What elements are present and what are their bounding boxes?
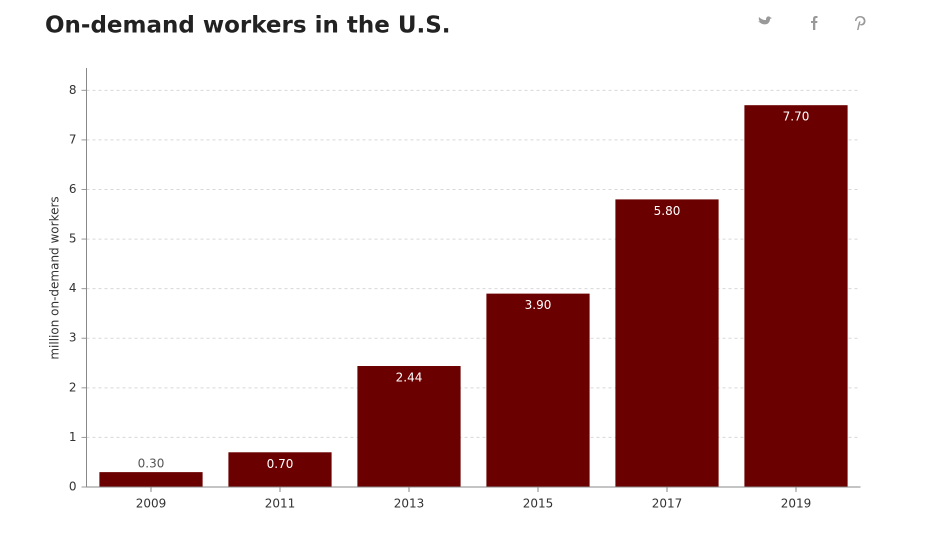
share-facebook[interactable] bbox=[811, 16, 818, 30]
y-tick-label: 2 bbox=[69, 380, 77, 394]
x-tick-label: 2015 bbox=[523, 497, 554, 511]
x-tick-label: 2017 bbox=[652, 497, 683, 511]
y-tick-label: 6 bbox=[69, 182, 77, 196]
y-tick-label: 5 bbox=[69, 232, 77, 246]
y-tick-label: 1 bbox=[69, 430, 77, 444]
bar bbox=[99, 472, 203, 487]
share-pinterest[interactable] bbox=[855, 16, 866, 30]
value-label: 0.70 bbox=[267, 457, 294, 471]
x-tick-label: 2013 bbox=[394, 497, 425, 511]
y-tick-label: 7 bbox=[69, 132, 77, 146]
y-tick-label: 3 bbox=[69, 331, 77, 345]
chart-title: On-demand workers in the U.S. bbox=[45, 13, 451, 39]
pinterest-icon[interactable] bbox=[855, 16, 866, 30]
x-tick-label: 2009 bbox=[136, 497, 167, 511]
bar bbox=[357, 366, 461, 487]
facebook-icon[interactable] bbox=[811, 16, 818, 30]
y-tick-label: 8 bbox=[69, 83, 77, 97]
bar bbox=[744, 105, 848, 488]
x-tick-label: 2011 bbox=[265, 497, 296, 511]
value-label: 2.44 bbox=[396, 371, 423, 385]
x-tick-label: 2019 bbox=[781, 497, 812, 511]
bar bbox=[615, 199, 719, 487]
bar bbox=[228, 452, 332, 487]
y-tick-label: 0 bbox=[69, 480, 77, 494]
share-twitter[interactable] bbox=[758, 16, 772, 25]
twitter-icon[interactable] bbox=[758, 16, 772, 25]
y-axis-label: million on-demand workers bbox=[48, 196, 62, 359]
value-label: 3.90 bbox=[525, 298, 552, 312]
value-label: 5.80 bbox=[654, 204, 681, 218]
bar bbox=[486, 293, 590, 487]
value-label: 0.30 bbox=[138, 457, 165, 471]
value-label: 7.70 bbox=[783, 110, 810, 124]
y-tick-label: 4 bbox=[69, 281, 77, 295]
